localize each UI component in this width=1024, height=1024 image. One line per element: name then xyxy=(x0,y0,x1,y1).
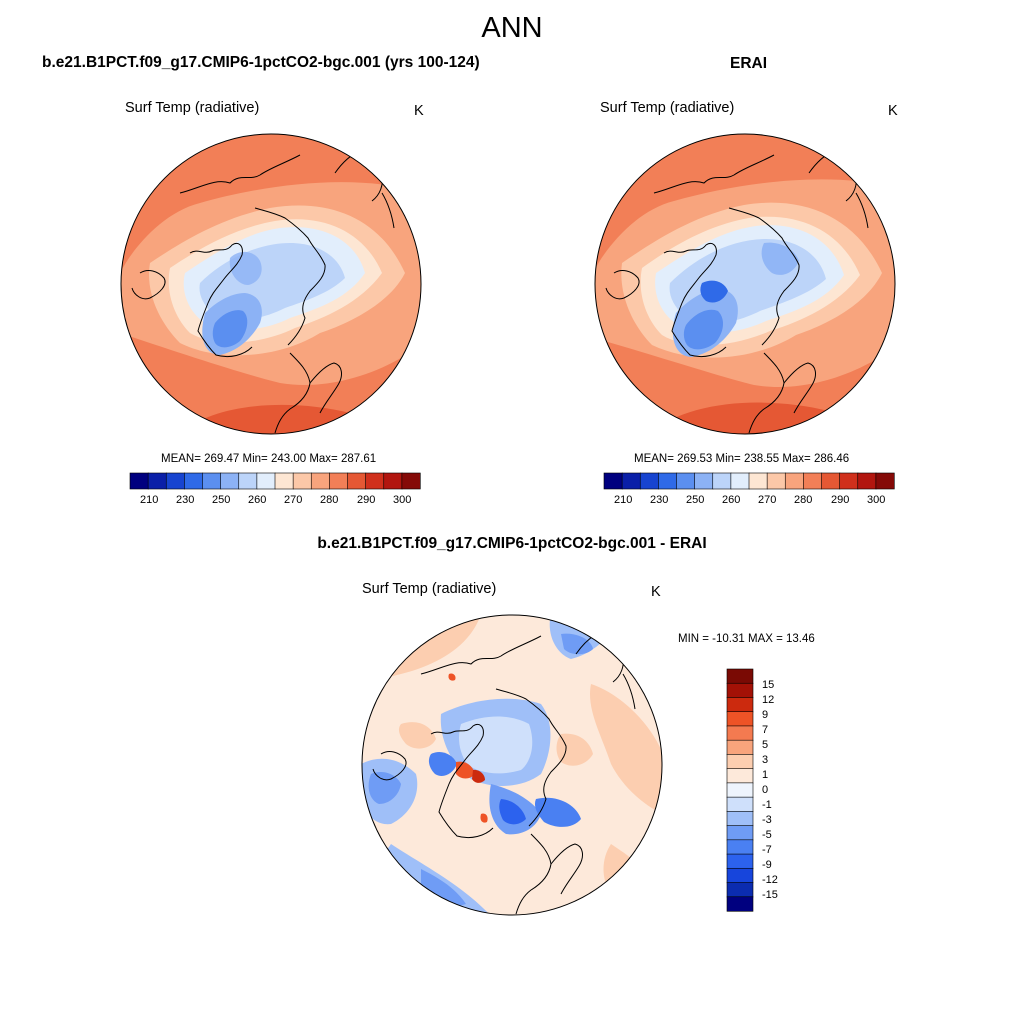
colorbar-swatch xyxy=(694,472,714,490)
model-colorbar xyxy=(129,472,421,490)
colorbar-tick: 9 xyxy=(762,709,769,721)
diff-panel-title: b.e21.B1PCT.f09_g17.CMIP6-1pctCO2-bgc.00… xyxy=(317,535,707,552)
colorbar-swatch xyxy=(220,472,240,490)
colorbar-tick: 280 xyxy=(794,494,813,506)
colorbar-swatch xyxy=(857,472,877,490)
colorbar-swatch xyxy=(726,882,754,898)
colorbar-swatch xyxy=(256,472,276,490)
colorbar-swatch xyxy=(726,697,754,713)
colorbar-tick: -1 xyxy=(762,799,772,811)
colorbar-swatch xyxy=(726,711,754,727)
colorbar-swatch xyxy=(129,472,149,490)
obs-units-label: K xyxy=(888,103,898,119)
colorbar-tick: 15 xyxy=(762,679,775,691)
colorbar-swatch xyxy=(839,472,859,490)
colorbar-tick: -15 xyxy=(762,889,778,901)
colorbar-tick: 250 xyxy=(686,494,705,506)
colorbar-swatch xyxy=(726,896,754,912)
colorbar-tick: 300 xyxy=(393,494,412,506)
colorbar-tick: 210 xyxy=(140,494,159,506)
colorbar-tick: 230 xyxy=(650,494,669,506)
colorbar-swatch xyxy=(184,472,204,490)
colorbar-swatch xyxy=(766,472,786,490)
model-polar-map xyxy=(120,133,422,435)
colorbar-swatch xyxy=(803,472,823,490)
colorbar-swatch xyxy=(658,472,678,490)
colorbar-swatch xyxy=(347,472,367,490)
colorbar-swatch xyxy=(726,725,754,741)
colorbar-tick: 270 xyxy=(284,494,303,506)
colorbar-swatch xyxy=(639,472,659,490)
colorbar-tick: 230 xyxy=(176,494,195,506)
colorbar-swatch xyxy=(726,782,754,798)
colorbar-swatch xyxy=(165,472,185,490)
colorbar-swatch xyxy=(726,682,754,699)
colorbar-tick: 260 xyxy=(248,494,267,506)
colorbar-tick: 260 xyxy=(722,494,741,506)
colorbar-swatch xyxy=(726,754,754,770)
colorbar-tick: 5 xyxy=(762,739,769,751)
colorbar-swatch xyxy=(329,472,349,490)
diff-units-label: K xyxy=(651,584,661,600)
obs-stats: MEAN= 269.53 Min= 238.55 Max= 286.46 xyxy=(634,453,850,465)
colorbar-swatch xyxy=(310,472,330,490)
colorbar-tick: 280 xyxy=(320,494,339,506)
obs-colorbar xyxy=(603,472,895,490)
colorbar-tick: 0 xyxy=(762,784,769,796)
diff-variable-label: Surf Temp (radiative) xyxy=(362,581,497,597)
colorbar-tick: -3 xyxy=(762,814,772,826)
colorbar-swatch xyxy=(676,472,696,490)
colorbar-swatch xyxy=(292,472,312,490)
colorbar-tick: -7 xyxy=(762,844,772,856)
obs-polar-map xyxy=(594,133,896,435)
colorbar-swatch xyxy=(726,739,754,756)
colorbar-swatch xyxy=(726,839,754,855)
colorbar-swatch xyxy=(875,472,895,490)
colorbar-swatch xyxy=(726,811,754,827)
colorbar-swatch xyxy=(147,472,167,490)
colorbar-tick: 1 xyxy=(762,769,769,781)
model-panel-title: b.e21.B1PCT.f09_g17.CMIP6-1pctCO2-bgc.00… xyxy=(42,54,480,71)
model-stats: MEAN= 269.47 Min= 243.00 Max= 287.61 xyxy=(161,453,377,465)
colorbar-swatch xyxy=(726,668,754,684)
diff-stats: MIN = -10.31 MAX = 13.46 xyxy=(678,633,815,645)
colorbar-tick: 210 xyxy=(614,494,633,506)
colorbar-tick: -5 xyxy=(762,829,772,841)
colorbar-swatch xyxy=(603,472,623,490)
obs-variable-label: Surf Temp (radiative) xyxy=(600,100,735,116)
obs-panel-title: ERAI xyxy=(730,55,768,72)
colorbar-swatch xyxy=(726,796,754,812)
model-units-label: K xyxy=(414,103,424,119)
colorbar-tick: 290 xyxy=(357,494,376,506)
colorbar-tick: 290 xyxy=(831,494,850,506)
colorbar-swatch xyxy=(202,472,222,490)
colorbar-swatch xyxy=(401,472,421,490)
colorbar-tick: 12 xyxy=(762,694,775,706)
colorbar-swatch xyxy=(238,472,258,490)
colorbar-tick: 3 xyxy=(762,754,769,766)
colorbar-swatch xyxy=(365,472,385,490)
colorbar-tick: -9 xyxy=(762,859,772,871)
colorbar-tick: 300 xyxy=(867,494,886,506)
diff-colorbar xyxy=(726,668,754,912)
colorbar-swatch xyxy=(730,472,750,490)
colorbar-tick: 270 xyxy=(758,494,777,506)
colorbar-swatch xyxy=(621,472,641,490)
colorbar-swatch xyxy=(274,472,294,490)
model-variable-label: Surf Temp (radiative) xyxy=(125,100,260,116)
colorbar-swatch xyxy=(821,472,841,490)
diff-polar-map xyxy=(361,614,663,916)
figure-title: ANN xyxy=(481,12,543,44)
colorbar-swatch xyxy=(726,825,754,841)
colorbar-tick: 250 xyxy=(212,494,231,506)
colorbar-tick: -12 xyxy=(762,874,778,886)
colorbar-swatch xyxy=(726,768,754,784)
colorbar-swatch xyxy=(712,472,732,490)
colorbar-swatch xyxy=(748,472,768,490)
colorbar-swatch xyxy=(784,472,804,490)
colorbar-swatch xyxy=(726,853,754,869)
colorbar-swatch xyxy=(726,867,754,884)
colorbar-tick: 7 xyxy=(762,724,769,736)
colorbar-swatch xyxy=(383,472,403,490)
